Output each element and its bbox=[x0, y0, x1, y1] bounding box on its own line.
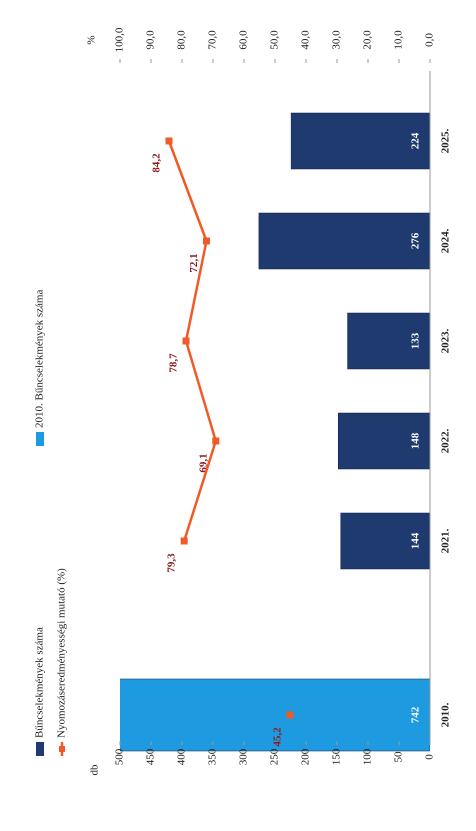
x-tick-label: 2024. bbox=[440, 228, 452, 253]
x-tick-label: 2021. bbox=[440, 528, 452, 553]
bar bbox=[347, 312, 430, 370]
y-tick-label: 500 bbox=[114, 748, 126, 765]
bar-value-label: 133 bbox=[410, 332, 422, 349]
line-value-label: 79,3 bbox=[166, 553, 178, 573]
legend-label: 2010. Bűncselekmények száma bbox=[34, 290, 46, 428]
y2-tick-label: 20,0 bbox=[362, 30, 374, 50]
y2-tick-label: 60,0 bbox=[238, 30, 250, 50]
y-tick-label: 50 bbox=[393, 751, 405, 763]
legend-swatch bbox=[36, 432, 44, 446]
x-tick-label: 2010. bbox=[440, 702, 452, 727]
line-value-label: 84,2 bbox=[151, 153, 163, 173]
y-tick-label: 0 bbox=[424, 754, 436, 760]
line-value-label: 45,2 bbox=[271, 727, 283, 747]
y2-tick-label: 90,0 bbox=[145, 30, 157, 50]
bar bbox=[340, 512, 430, 570]
y2-tick-label: 80,0 bbox=[176, 30, 188, 50]
bar bbox=[120, 678, 430, 752]
bar-value-label: 224 bbox=[410, 132, 422, 149]
y-tick-label: 400 bbox=[176, 748, 188, 765]
line-value-label: 78,7 bbox=[168, 353, 180, 373]
legend-label: Bűncselekmények száma bbox=[34, 627, 46, 738]
y2-tick-label: 30,0 bbox=[331, 30, 343, 50]
y-tick-label: 150 bbox=[331, 748, 343, 765]
y-tick-label: 450 bbox=[145, 748, 157, 765]
x-tick-label: 2025. bbox=[440, 128, 452, 153]
bar bbox=[258, 212, 430, 270]
y-tick-label: 300 bbox=[238, 748, 250, 765]
line-value-label: 72,1 bbox=[188, 253, 200, 272]
line-marker bbox=[286, 711, 294, 719]
x-tick-label: 2022. bbox=[440, 428, 452, 453]
legend-label: Nyomozáseredményességi mutató (%) bbox=[56, 568, 68, 738]
bar-value-label: 742 bbox=[410, 706, 422, 723]
y-tick-label: 100 bbox=[362, 748, 374, 765]
y2-tick-label: 10,0 bbox=[393, 30, 405, 50]
bar-value-label: 148 bbox=[410, 432, 422, 449]
y2-tick-label: 0,0 bbox=[424, 33, 436, 47]
legend-swatch bbox=[59, 746, 65, 752]
y2-tick-label: 70,0 bbox=[207, 30, 219, 50]
chart: db % 0 50 100 150 200 250 300 350 400 450 500 0,0 10… bbox=[34, 27, 452, 776]
x-tick-label: 2023. bbox=[440, 328, 452, 353]
y2-tick-label: 50,0 bbox=[269, 30, 281, 50]
y-axis-label: db bbox=[89, 764, 101, 776]
bar-value-label: 144 bbox=[410, 532, 422, 549]
y2-tick-label: 100,0 bbox=[114, 27, 126, 52]
legend-swatch bbox=[36, 742, 44, 756]
bar bbox=[290, 112, 430, 170]
y2-tick-label: 40,0 bbox=[300, 30, 312, 50]
y2-axis-label: % bbox=[86, 35, 98, 44]
bar-value-label: 276 bbox=[410, 232, 422, 249]
line bbox=[167, 140, 218, 542]
y-tick-label: 350 bbox=[207, 748, 219, 765]
y-tick-label: 250 bbox=[269, 748, 281, 765]
plot-area bbox=[120, 112, 430, 752]
y-tick-label: 200 bbox=[300, 748, 312, 765]
